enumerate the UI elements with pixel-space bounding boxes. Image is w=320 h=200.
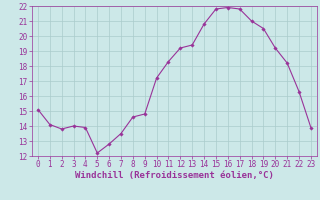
X-axis label: Windchill (Refroidissement éolien,°C): Windchill (Refroidissement éolien,°C) bbox=[75, 171, 274, 180]
